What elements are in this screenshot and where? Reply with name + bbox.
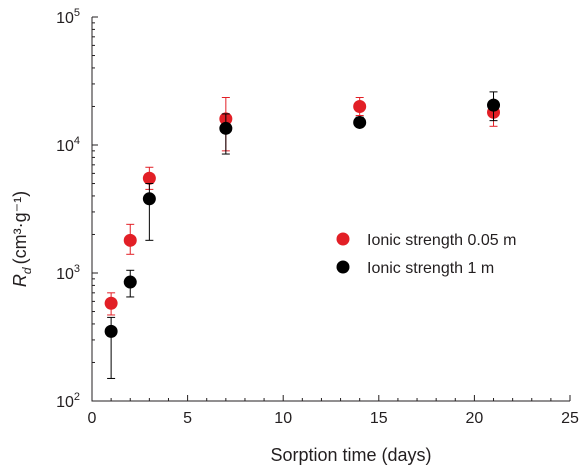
data-point	[104, 296, 118, 310]
legend-marker	[336, 260, 350, 274]
x-tick-label: 10	[274, 410, 292, 427]
data-point	[487, 98, 501, 112]
legend-label: Ionic strength 0.05 m	[367, 232, 516, 249]
x-tick-label: 20	[466, 410, 484, 427]
x-tick-label: 25	[561, 410, 579, 427]
data-point	[142, 171, 156, 185]
y-tick-label: 105	[56, 7, 80, 27]
y-tick-label: 102	[56, 391, 80, 411]
y-tick-label: 103	[56, 263, 80, 283]
y-tick-label: 104	[56, 135, 80, 155]
x-axis-title: Sorption time (days)	[270, 445, 431, 465]
series-layer	[104, 91, 501, 379]
series-2	[104, 91, 501, 379]
ticks: 0 5 10 15 20 25 102 103 104 105	[56, 7, 579, 427]
data-point	[353, 115, 367, 129]
data-point	[123, 233, 137, 247]
x-tick-label: 0	[88, 410, 97, 427]
data-point	[104, 324, 118, 338]
y-axis-title: Rd(cm³·g⁻¹)	[10, 191, 34, 287]
axes	[91, 17, 570, 402]
x-tick-label: 15	[370, 410, 388, 427]
axis-frame	[91, 17, 570, 402]
legend-marker	[336, 232, 350, 246]
series-1	[104, 97, 501, 316]
legend: Ionic strength 0.05 m Ionic strength 1 m	[336, 232, 516, 277]
x-tick-label: 5	[183, 410, 192, 427]
data-point	[123, 275, 137, 289]
legend-label: Ionic strength 1 m	[367, 260, 494, 277]
data-point	[353, 99, 367, 113]
data-point	[219, 121, 233, 135]
data-point	[142, 192, 156, 206]
